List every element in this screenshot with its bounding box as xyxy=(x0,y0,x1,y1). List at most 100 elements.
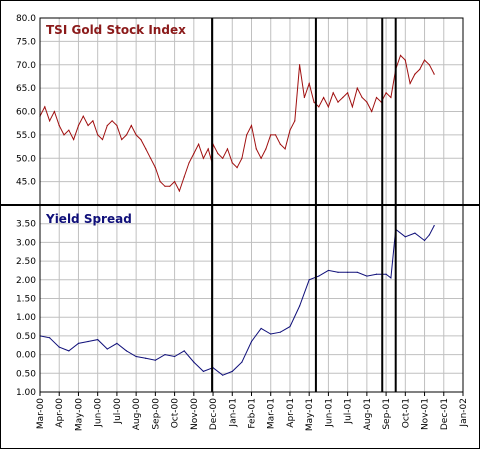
data-point xyxy=(284,148,286,150)
y-tick-label: 3.50 xyxy=(16,220,36,230)
data-point xyxy=(423,239,426,242)
data-point xyxy=(183,176,185,178)
data-point xyxy=(164,354,166,356)
data-point xyxy=(366,275,368,277)
data-point xyxy=(371,110,373,113)
x-tick-label: Jan-02 xyxy=(459,398,469,428)
data-point xyxy=(173,355,176,358)
data-point xyxy=(356,87,358,89)
data-point xyxy=(173,181,176,183)
data-point xyxy=(97,339,99,341)
y-tick-label: 1.50 xyxy=(16,295,36,305)
x-tick-label: Dec-00 xyxy=(209,398,219,430)
data-point xyxy=(106,348,108,350)
data-point xyxy=(154,167,156,169)
data-point xyxy=(58,124,60,127)
data-point xyxy=(106,124,108,127)
data-point xyxy=(246,134,248,136)
data-point xyxy=(347,92,349,94)
data-point xyxy=(183,350,185,352)
data-point xyxy=(222,374,224,376)
data-point xyxy=(231,370,233,373)
data-point xyxy=(318,275,320,277)
data-point xyxy=(135,134,137,136)
data-point xyxy=(125,350,128,352)
data-point xyxy=(390,96,392,99)
data-point xyxy=(82,115,84,117)
data-point xyxy=(193,361,195,363)
y-tick-label: 0.00 xyxy=(16,351,36,361)
data-point xyxy=(169,185,171,187)
data-point xyxy=(236,167,238,169)
data-point xyxy=(87,124,89,127)
data-point xyxy=(241,361,243,363)
y-tick-label: 45.0 xyxy=(16,178,36,188)
data-point xyxy=(342,96,344,99)
data-point xyxy=(193,152,195,155)
yield-spread-panel: 3.50 3.00 2.50 2.00 1.50 1.00 0.50 0.00 0.50 1.00 xyxy=(16,204,464,398)
data-point xyxy=(414,73,416,75)
yield-spread-title: Yield Spread xyxy=(45,212,132,226)
data-point xyxy=(222,157,224,159)
x-tick-label: Sep-01 xyxy=(382,398,392,430)
data-point xyxy=(202,157,205,159)
data-point xyxy=(270,333,272,335)
y-tick-label: 60.0 xyxy=(16,108,36,118)
data-point xyxy=(279,331,281,333)
data-point xyxy=(265,148,267,150)
data-point xyxy=(145,148,147,150)
data-point xyxy=(347,271,349,273)
y-tick-label: 80.0 xyxy=(16,14,36,24)
data-point xyxy=(63,134,65,136)
x-tick-label: Nov-00 xyxy=(190,398,200,430)
data-point xyxy=(433,224,435,227)
data-point xyxy=(49,337,51,339)
data-point xyxy=(44,106,46,108)
y-tick-label: 65.0 xyxy=(16,84,36,94)
data-point xyxy=(390,277,392,279)
data-point xyxy=(101,138,104,141)
y-tick-label: 50.0 xyxy=(16,154,36,164)
data-point xyxy=(154,359,156,361)
x-tick-label: Oct-00 xyxy=(171,398,181,429)
y-tick-label: 3.00 xyxy=(16,238,36,248)
data-point xyxy=(361,96,363,99)
y-tick-label: 2.00 xyxy=(16,276,36,286)
data-point xyxy=(255,148,257,150)
data-point xyxy=(423,59,426,61)
x-tick-label: Nov-01 xyxy=(421,398,431,430)
y-tick-label: 0.50 xyxy=(16,332,36,342)
data-point xyxy=(318,106,320,108)
x-tick-label: Mar-01 xyxy=(267,398,277,429)
x-tick-label: Feb-01 xyxy=(248,398,258,429)
data-point xyxy=(270,134,272,136)
y-tick-label: 55.0 xyxy=(16,131,36,141)
data-point xyxy=(164,185,166,187)
x-tick-label: Jul-01 xyxy=(344,398,354,425)
data-point xyxy=(53,110,56,113)
data-point xyxy=(419,68,421,71)
data-point xyxy=(308,82,310,85)
x-tick-label: Sep-00 xyxy=(151,398,161,430)
gold-index-panel: 80.0 75.0 70.0 65.0 60.0 55.0 50.0 45.0 xyxy=(16,14,464,206)
x-tick-label: Apr-01 xyxy=(286,398,296,428)
x-tick-label: Aug-00 xyxy=(132,398,142,431)
data-point xyxy=(298,305,301,307)
data-point xyxy=(404,236,406,238)
data-point xyxy=(159,181,161,183)
x-tick-label: Jan-01 xyxy=(228,398,238,428)
series-line xyxy=(39,225,435,376)
data-point xyxy=(68,350,70,352)
x-tick-label: Jul-00 xyxy=(113,398,123,425)
data-point xyxy=(198,143,200,145)
data-point xyxy=(226,148,229,150)
data-point xyxy=(428,64,430,66)
data-point xyxy=(231,162,233,164)
x-tick-label: Dec-01 xyxy=(440,398,450,430)
data-point xyxy=(279,143,281,145)
data-point xyxy=(73,138,75,141)
data-point xyxy=(414,232,416,234)
data-point xyxy=(337,101,339,103)
data-point xyxy=(298,64,301,66)
